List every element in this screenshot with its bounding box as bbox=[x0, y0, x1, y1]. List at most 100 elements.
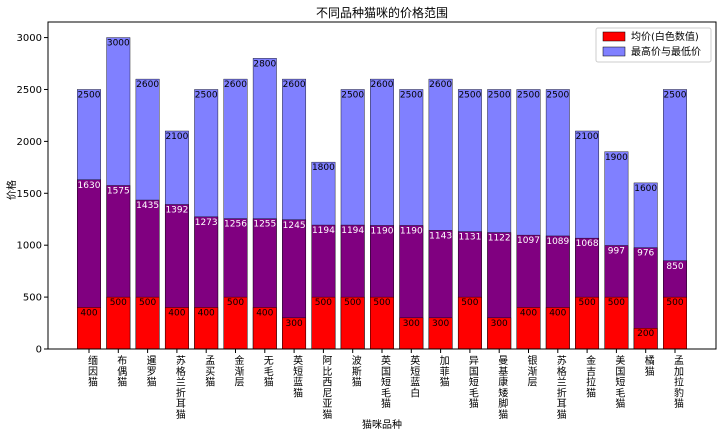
data-label-max-9: 2500 bbox=[341, 90, 364, 100]
data-labels-layer: 2500 1630 400 3000 1575 500 2600 1435 500 2100 139… bbox=[78, 39, 687, 340]
x-tick-label-10: 英国短毛猫 bbox=[381, 354, 391, 410]
data-label-avg-3: 1392 bbox=[165, 206, 188, 216]
data-label-avg-6: 1255 bbox=[253, 220, 276, 230]
data-label-min-11: 300 bbox=[403, 319, 420, 329]
data-label-max-18: 1900 bbox=[605, 153, 628, 163]
x-tick-label-13: 异国短毛猫 bbox=[469, 355, 479, 410]
data-label-avg-7: 1245 bbox=[283, 221, 306, 231]
bars-layer bbox=[77, 37, 687, 350]
x-tick-label-0: 缅因猫 bbox=[88, 354, 98, 389]
y-axis-label: 价格 bbox=[5, 180, 18, 200]
data-label-min-2: 500 bbox=[139, 298, 156, 308]
data-label-min-18: 500 bbox=[608, 298, 625, 308]
data-label-avg-10: 1190 bbox=[371, 226, 394, 236]
data-label-min-3: 400 bbox=[168, 308, 185, 318]
data-label-avg-5: 1256 bbox=[224, 220, 247, 230]
data-label-max-0: 2500 bbox=[78, 90, 101, 100]
data-label-avg-19: 976 bbox=[637, 249, 654, 259]
data-label-min-6: 400 bbox=[256, 308, 273, 318]
data-label-max-15: 2500 bbox=[517, 90, 540, 100]
data-label-max-2: 2600 bbox=[136, 80, 159, 90]
data-label-max-6: 2800 bbox=[253, 59, 276, 69]
x-tick-label-16: 苏格兰折耳猫 bbox=[557, 354, 567, 421]
x-tick-label-11: 英短蓝白 bbox=[410, 354, 420, 399]
data-label-min-1: 500 bbox=[110, 298, 127, 308]
legend: 均价(白色数值) 最高价与最低价 bbox=[595, 27, 712, 63]
legend-label-range: 最高价与最低价 bbox=[631, 45, 701, 58]
x-axis: 缅因猫 布偶猫 暹罗猫 苏格兰折耳猫 孟买猫 金渐层 无毛猫 英短蓝猫 阿比西尼亚猫 波斯猫 英国短… bbox=[88, 349, 684, 421]
legend-label-avg: 均价(白色数值) bbox=[631, 30, 699, 43]
y-tick-label-3: 1500 bbox=[17, 189, 42, 200]
data-label-max-10: 2600 bbox=[371, 80, 394, 90]
data-label-max-11: 2500 bbox=[400, 90, 423, 100]
data-label-max-1: 3000 bbox=[107, 39, 130, 49]
data-label-min-5: 500 bbox=[227, 298, 244, 308]
data-label-avg-13: 1131 bbox=[458, 233, 481, 243]
x-tick-label-18: 美国短毛猫 bbox=[615, 354, 625, 410]
x-tick-label-7: 英短蓝猫 bbox=[293, 354, 303, 399]
data-label-max-4: 2500 bbox=[195, 90, 218, 100]
data-label-max-14: 2500 bbox=[488, 90, 511, 100]
y-tick-label-4: 2000 bbox=[17, 137, 42, 148]
data-label-avg-14: 1122 bbox=[488, 234, 511, 244]
x-tick-label-14: 曼基康矮脚猫 bbox=[498, 355, 508, 421]
data-label-avg-15: 1097 bbox=[517, 236, 540, 246]
data-label-min-20: 500 bbox=[666, 298, 683, 308]
data-label-max-3: 2100 bbox=[165, 132, 188, 142]
data-label-max-7: 2600 bbox=[283, 80, 306, 90]
data-label-min-9: 500 bbox=[344, 298, 361, 308]
x-tick-label-20: 孟加拉豹猫 bbox=[674, 355, 684, 410]
x-tick-label-15: 银渐层 bbox=[528, 354, 538, 389]
data-label-min-10: 500 bbox=[373, 298, 390, 308]
data-label-max-5: 2600 bbox=[224, 80, 247, 90]
y-tick-label-6: 3000 bbox=[17, 33, 42, 44]
legend-swatch-range bbox=[602, 46, 626, 57]
data-label-avg-2: 1435 bbox=[136, 201, 159, 211]
x-tick-label-5: 金渐层 bbox=[235, 354, 245, 389]
data-label-avg-8: 1194 bbox=[312, 226, 335, 236]
data-label-avg-16: 1089 bbox=[546, 237, 569, 247]
data-label-avg-9: 1194 bbox=[341, 226, 364, 236]
x-tick-label-3: 苏格兰折耳猫 bbox=[176, 354, 186, 421]
y-tick-label-1: 500 bbox=[23, 293, 42, 304]
y-tick-label-0: 0 bbox=[36, 345, 42, 356]
data-label-avg-12: 1143 bbox=[429, 231, 452, 241]
data-label-max-17: 2100 bbox=[576, 132, 599, 142]
y-tick-label-2: 1000 bbox=[17, 241, 42, 252]
data-label-min-0: 400 bbox=[80, 308, 97, 318]
x-tick-label-1: 布偶猫 bbox=[117, 355, 127, 389]
data-label-min-17: 500 bbox=[579, 298, 596, 308]
x-tick-label-19: 橘猫 bbox=[645, 355, 655, 378]
data-label-min-19: 200 bbox=[637, 329, 654, 339]
x-tick-label-6: 无毛猫 bbox=[264, 356, 274, 389]
y-axis: 0 500 1000 1500 2000 2500 3000 bbox=[17, 33, 48, 356]
x-axis-label: 猫咪品种 bbox=[362, 418, 402, 431]
data-label-min-13: 500 bbox=[461, 298, 478, 308]
data-label-max-12: 2600 bbox=[429, 80, 452, 90]
x-tick-label-17: 金吉拉猫 bbox=[586, 354, 596, 399]
data-label-avg-18: 997 bbox=[608, 247, 625, 257]
data-label-avg-4: 1273 bbox=[195, 218, 218, 228]
data-label-avg-20: 850 bbox=[666, 262, 683, 272]
data-label-avg-0: 1630 bbox=[78, 181, 101, 191]
legend-swatch-avg bbox=[602, 31, 626, 42]
x-tick-label-8: 阿比西尼亚猫 bbox=[322, 355, 332, 421]
data-label-max-19: 1600 bbox=[634, 184, 657, 194]
data-label-max-16: 2500 bbox=[546, 90, 569, 100]
x-tick-label-2: 暹罗猫 bbox=[147, 355, 157, 389]
plot-area-frame bbox=[47, 21, 717, 350]
data-label-avg-11: 1190 bbox=[400, 226, 423, 236]
data-label-min-4: 400 bbox=[198, 308, 215, 318]
data-label-max-20: 2500 bbox=[664, 90, 687, 100]
x-tick-label-4: 孟买猫 bbox=[205, 355, 215, 389]
data-label-min-15: 400 bbox=[520, 308, 537, 318]
data-label-avg-1: 1575 bbox=[107, 187, 130, 197]
data-label-max-13: 2500 bbox=[458, 90, 481, 100]
y-tick-label-5: 2500 bbox=[17, 85, 42, 96]
data-label-min-16: 400 bbox=[549, 308, 566, 318]
x-tick-label-9: 波斯猫 bbox=[352, 354, 362, 389]
data-label-min-7: 300 bbox=[286, 319, 303, 329]
data-label-avg-17: 1068 bbox=[576, 239, 599, 249]
